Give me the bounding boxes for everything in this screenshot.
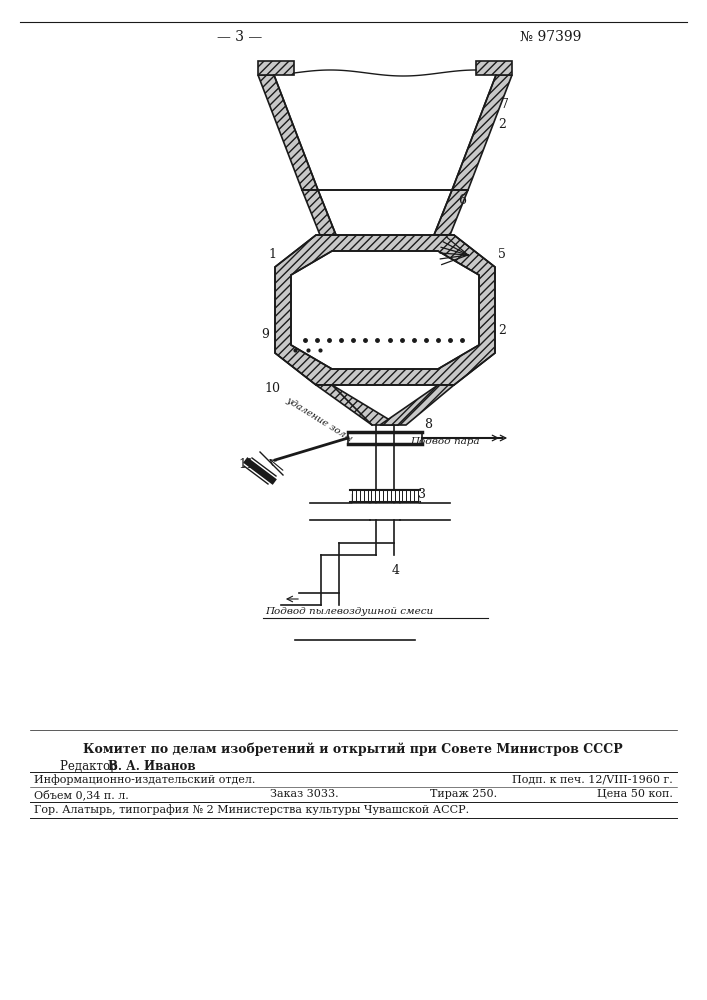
Text: Комитет по делам изобретений и открытий при Совете Министров СССР: Комитет по делам изобретений и открытий … xyxy=(83,742,623,756)
Text: 9: 9 xyxy=(261,328,269,342)
Text: 11: 11 xyxy=(238,458,254,471)
Polygon shape xyxy=(476,61,512,75)
Text: Редактор: Редактор xyxy=(60,760,122,773)
Text: Подвод пылевоздушной смеси: Подвод пылевоздушной смеси xyxy=(265,607,433,616)
Text: Информационно-издательский отдел.: Информационно-издательский отдел. xyxy=(34,774,255,785)
Text: — 3 —: — 3 — xyxy=(217,30,262,44)
Polygon shape xyxy=(258,75,318,190)
Text: 2: 2 xyxy=(498,118,506,131)
Text: Подп. к печ. 12/VIII-1960 г.: Подп. к печ. 12/VIII-1960 г. xyxy=(513,774,673,784)
Text: № 97399: № 97399 xyxy=(520,30,581,44)
Text: 6: 6 xyxy=(458,194,466,207)
Text: 2: 2 xyxy=(498,324,506,336)
Text: В. А. Иванов: В. А. Иванов xyxy=(108,760,196,773)
Polygon shape xyxy=(291,251,479,369)
Text: Гор. Алатырь, типография № 2 Министерства культуры Чувашской АССР.: Гор. Алатырь, типография № 2 Министерств… xyxy=(34,804,469,815)
Text: 10: 10 xyxy=(264,381,280,394)
Polygon shape xyxy=(302,190,336,235)
Text: 1: 1 xyxy=(268,248,276,261)
Polygon shape xyxy=(434,190,468,235)
Polygon shape xyxy=(275,235,495,385)
Polygon shape xyxy=(258,61,294,75)
Text: Заказ 3033.: Заказ 3033. xyxy=(270,789,339,799)
Polygon shape xyxy=(316,385,398,425)
Text: 8: 8 xyxy=(424,418,432,430)
Text: удаление золы: удаление золы xyxy=(284,396,354,444)
Text: Объем 0,34 п. л.: Объем 0,34 п. л. xyxy=(34,789,129,800)
Text: 3: 3 xyxy=(418,488,426,502)
Text: Тираж 250.: Тираж 250. xyxy=(430,789,497,799)
Polygon shape xyxy=(452,75,512,190)
Text: Цена 50 коп.: Цена 50 коп. xyxy=(597,789,673,799)
Text: 4: 4 xyxy=(392,564,400,576)
Text: Подвод пара: Подвод пара xyxy=(410,436,479,446)
Text: 7: 7 xyxy=(501,98,509,110)
Polygon shape xyxy=(380,385,454,425)
Text: 5: 5 xyxy=(498,248,506,261)
